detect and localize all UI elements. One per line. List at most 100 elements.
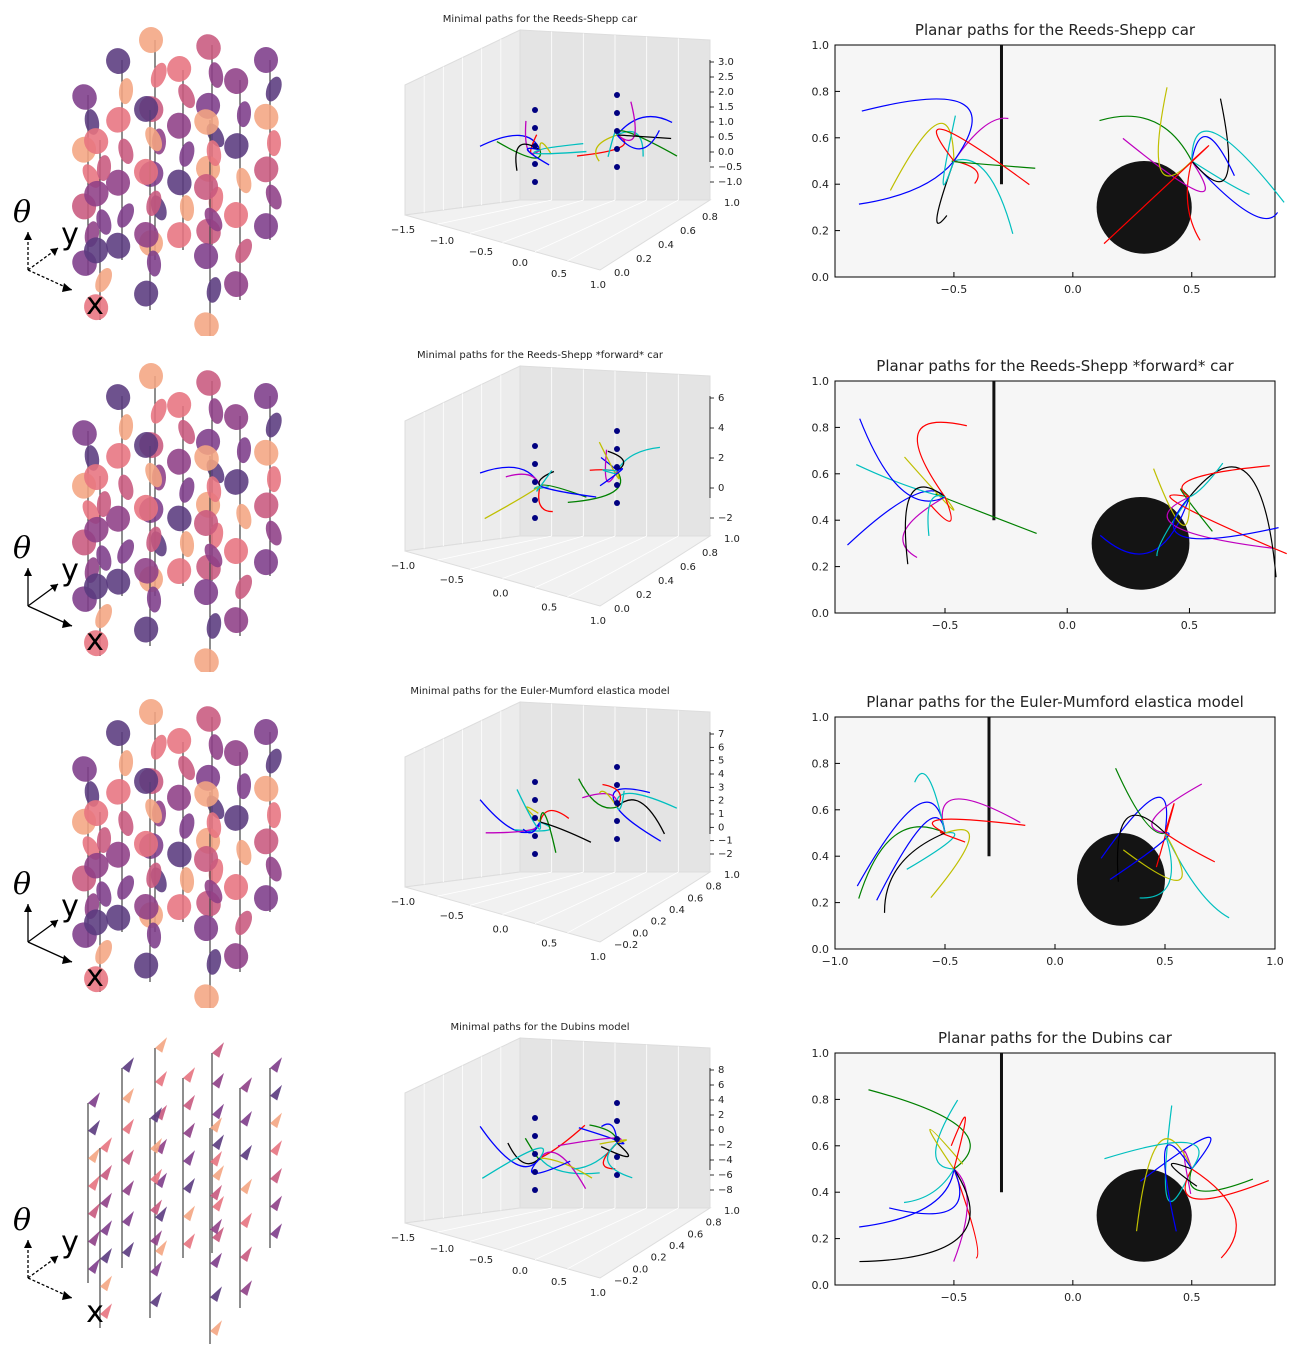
y-label: y: [61, 217, 79, 252]
glyph-stack-svg: θyx: [13, 699, 282, 1008]
glyph-marker: [155, 1037, 167, 1053]
glyph-marker: [106, 720, 131, 746]
plot3d-title: Minimal paths for the Reeds-Shepp car: [443, 14, 638, 25]
y-tick-label: 0.0: [632, 928, 648, 939]
glyph-marker: [145, 126, 163, 152]
glyph-marker: [146, 862, 162, 889]
plot3d-panel: Minimal paths for the Reeds-Shepp car −1.…: [355, 0, 755, 336]
glyph-marker: [122, 1057, 134, 1073]
glyph-marker: [265, 412, 282, 438]
y-tick-label: 1.0: [724, 534, 740, 545]
planar-path: [1155, 803, 1175, 868]
glyph-marker: [134, 768, 159, 794]
glyph-marker: [194, 243, 219, 270]
planar-title: Planar paths for the Euler-Mumford elast…: [866, 693, 1244, 711]
glyph-marker: [194, 510, 219, 536]
glyph-marker: [106, 779, 131, 805]
glyph-marker: [106, 568, 131, 595]
glyph-marker: [117, 875, 135, 900]
y-tick-label: 0.8: [706, 1218, 722, 1229]
glyph-marker: [134, 830, 159, 857]
plot3d-title: Minimal paths for the Dubins model: [450, 1022, 629, 1033]
glyph-marker: [210, 1117, 222, 1133]
theta-arrowhead: [24, 1240, 32, 1248]
glyph-marker: [254, 828, 279, 855]
x-tick-label: 0.0: [1046, 955, 1064, 968]
glyph-marker: [88, 1175, 100, 1191]
glyph-marker: [122, 1087, 134, 1104]
glyph-marker: [254, 156, 279, 183]
z-tick-label: −1: [718, 836, 733, 847]
glyph-marker: [117, 539, 135, 564]
planar-path: [951, 160, 1036, 169]
glyph-marker: [106, 384, 131, 410]
glyph-marker: [224, 607, 249, 634]
path-curve: [538, 485, 553, 513]
z-tick-label: 2.0: [718, 87, 734, 98]
z-tick-label: 6: [718, 393, 724, 404]
y-tick-label: 0.4: [812, 178, 830, 191]
glyph-marker: [118, 414, 134, 441]
glyph-marker: [240, 1280, 252, 1296]
x-arrowhead: [62, 955, 72, 964]
glyph-marker: [224, 538, 249, 565]
x-tick-label: 0.0: [1058, 619, 1076, 632]
waypoint-marker: [532, 179, 538, 185]
pane-floor: [404, 1207, 712, 1279]
y-tick-label: 0.4: [812, 514, 830, 527]
glyph-marker: [150, 398, 167, 424]
glyph-marker: [254, 492, 279, 519]
glyph-marker: [122, 1241, 134, 1258]
z-tick-label: 2: [718, 796, 724, 807]
grid-line: [502, 199, 616, 243]
glyph-marker: [95, 268, 113, 293]
plot3d-panel: Minimal paths for the Euler-Mumford elas…: [355, 672, 755, 1008]
path-curve: [595, 134, 618, 162]
planar-path: [935, 1099, 959, 1170]
glyph-marker: [206, 476, 222, 503]
disk-obstacle: [1091, 497, 1190, 590]
glyph-marker: [254, 213, 278, 240]
planar-path: [1109, 832, 1170, 881]
axis-triad: θyx: [13, 867, 104, 994]
path-curve: [539, 142, 552, 155]
glyph-marker: [155, 1172, 167, 1189]
glyph-marker: [150, 734, 167, 760]
x-tick-label: 1.0: [590, 280, 606, 291]
glyph-marker: [84, 464, 109, 490]
glyph-marker: [212, 1196, 224, 1212]
planar-path: [932, 818, 1026, 834]
waypoint-marker: [614, 836, 620, 842]
glyph-marker: [88, 1230, 100, 1247]
planar-path: [1157, 87, 1193, 177]
glyph-marker: [118, 138, 134, 164]
y-tick-label: 1.0: [724, 198, 740, 209]
path-curve: [481, 1147, 545, 1179]
waypoint-marker: [532, 515, 538, 521]
glyph-marker: [84, 852, 109, 879]
z-tick-label: −2: [718, 849, 733, 860]
glyph-marker: [84, 180, 109, 207]
glyph-marker: [224, 740, 249, 766]
z-tick-label: 0.0: [718, 147, 734, 158]
waypoint-marker: [614, 818, 620, 824]
waypoint-marker: [532, 161, 538, 167]
z-tick-label: −4: [718, 1155, 733, 1166]
z-tick-label: 8: [718, 1065, 724, 1076]
glyph-marker: [146, 526, 162, 553]
glyph-marker: [236, 773, 252, 800]
glyph-marker: [96, 155, 112, 182]
planar-path: [930, 829, 970, 899]
planar-path: [953, 1168, 968, 1262]
axis-triad: θyx: [13, 1203, 104, 1330]
glyph-marker: [265, 856, 282, 882]
glyph-marker: [270, 1167, 282, 1184]
x-label: x: [86, 287, 104, 322]
glyph-marker: [134, 221, 159, 248]
y-tick-label: 0.0: [812, 607, 830, 620]
planar-path: [1191, 135, 1235, 176]
planar-path: [859, 1168, 971, 1263]
glyph-marker: [194, 174, 219, 200]
planar-path: [1099, 496, 1191, 555]
